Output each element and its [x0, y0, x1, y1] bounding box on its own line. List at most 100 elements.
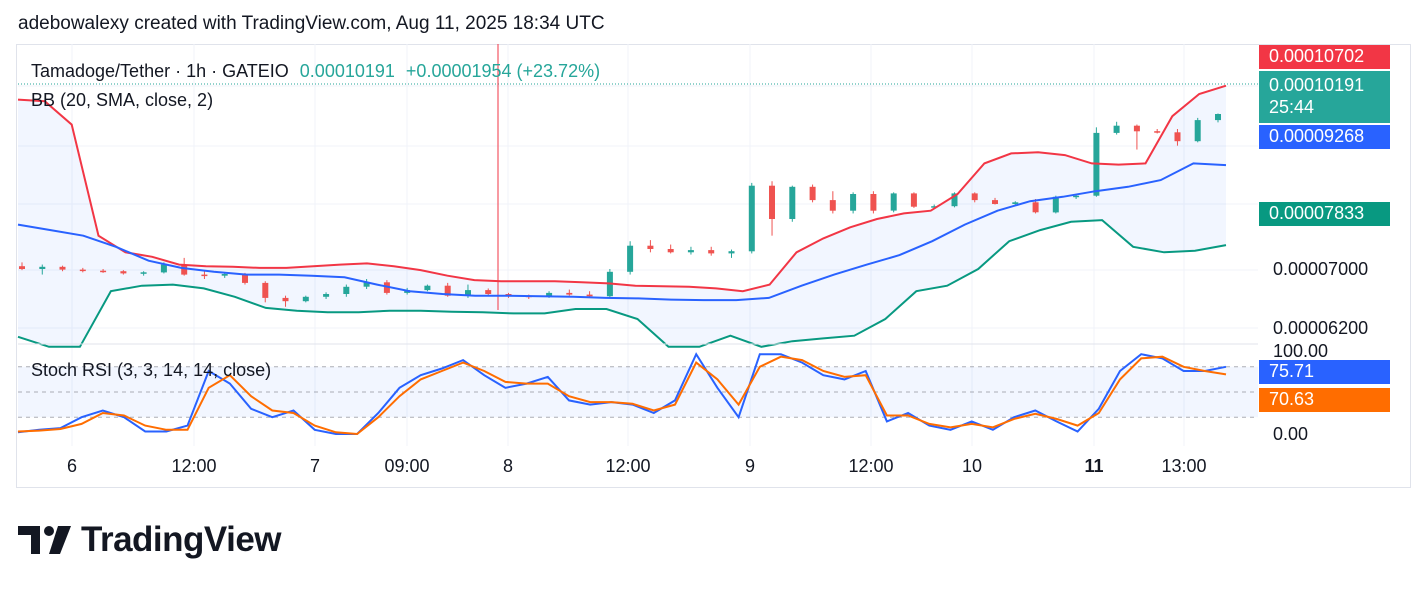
candle-body — [262, 282, 269, 298]
last-price-value: 0.00010191 — [299, 61, 395, 81]
candle-body — [1012, 202, 1019, 204]
time-axis-label: 12:00 — [848, 456, 894, 476]
candle — [181, 257, 188, 276]
bb-upper-line — [17, 84, 1227, 293]
candle — [100, 269, 107, 273]
candle-body — [951, 193, 958, 207]
bb-basis-badge: 0.00009268 — [1259, 125, 1390, 149]
candle-body — [343, 286, 350, 294]
price-change-value: +0.00001954 (+23.72%) — [405, 61, 601, 81]
candle-body — [789, 186, 796, 219]
candle-body — [687, 250, 694, 253]
candle — [363, 279, 370, 289]
candle — [789, 185, 796, 222]
candle — [140, 271, 147, 276]
candle — [262, 281, 269, 303]
candle-body — [59, 266, 66, 270]
candle — [809, 184, 816, 203]
candle — [343, 284, 350, 297]
candle — [39, 264, 46, 275]
candle — [1194, 117, 1201, 143]
candle — [1093, 127, 1100, 197]
time-axis-label: 9 — [744, 456, 756, 476]
bb-upper-badge: 0.00010702 — [1259, 45, 1390, 69]
candle — [627, 241, 634, 275]
time-axis-label: 7 — [309, 456, 321, 476]
candle — [728, 249, 735, 258]
candle-body — [769, 185, 775, 219]
candle — [59, 265, 66, 272]
candle — [1133, 124, 1140, 150]
candle-body — [870, 194, 877, 211]
candle-body — [100, 270, 107, 273]
candle-body — [465, 290, 471, 296]
candle — [586, 291, 593, 297]
time-axis-label: 09:00 — [384, 456, 430, 476]
stoch-legend[interactable]: Stoch RSI (3, 3, 14, 14, close) — [31, 360, 272, 380]
candle — [647, 240, 654, 253]
symbol-legend[interactable]: Tamadoge/Tether · 1h · GATEIO 0.00010191… — [31, 61, 600, 82]
candle-body — [140, 272, 147, 274]
bb-lower-line — [17, 219, 1227, 348]
time-axis-label: 8 — [502, 456, 514, 476]
candle-body — [627, 245, 634, 272]
time-axis-label: 12:00 — [171, 456, 217, 476]
candle — [79, 267, 86, 273]
price-axis-tick: 0.00007000 — [1273, 259, 1369, 279]
candle-body — [1215, 114, 1221, 121]
candle — [282, 295, 289, 307]
last-price-badge: 0.00010191 25:44 — [1259, 71, 1390, 123]
tradingview-brand[interactable]: TradingView — [18, 520, 282, 560]
candle — [890, 192, 897, 213]
candle — [424, 284, 431, 292]
tradingview-logo-icon — [18, 526, 71, 554]
candle-body — [667, 249, 674, 253]
candle-body — [181, 264, 188, 275]
candle-body — [1113, 125, 1120, 133]
candle-body — [1194, 120, 1201, 142]
candle — [1174, 129, 1181, 146]
candle-body — [1154, 131, 1161, 133]
bb-band-fill — [18, 85, 1226, 347]
candle-body — [566, 292, 573, 295]
bb-lower-badge: 0.00007833 — [1259, 202, 1390, 226]
candle — [1012, 201, 1019, 206]
bb-legend[interactable]: BB (20, SMA, close, 2) — [31, 90, 214, 110]
candle-body — [647, 245, 654, 249]
candle-body — [19, 266, 25, 269]
candle — [566, 289, 573, 296]
stoch-axis-bottom: 0.00 — [1273, 424, 1309, 444]
stoch-band — [18, 366, 1258, 418]
chart-frame[interactable] — [16, 44, 1411, 488]
candle-body — [424, 285, 431, 291]
stoch-k-badge: 75.71 — [1259, 360, 1390, 384]
candle — [120, 270, 127, 275]
grid — [18, 44, 1258, 446]
candle — [870, 191, 877, 214]
bb-basis-line — [17, 162, 1227, 302]
time-axis-label: 10 — [961, 456, 983, 476]
stoch-d-line — [17, 355, 1227, 436]
candle-body — [708, 250, 715, 254]
candle-body — [829, 200, 836, 211]
candle-body — [728, 251, 735, 254]
time-axis-label: 13:00 — [1161, 456, 1207, 476]
countdown-timer: 25:44 — [1269, 97, 1315, 117]
candle — [910, 192, 917, 208]
candle — [1113, 121, 1120, 135]
candle-body — [221, 274, 228, 276]
time-axis-label: 11 — [1084, 456, 1104, 476]
price-axis-tick: 0.00006200 — [1273, 318, 1369, 338]
candle — [19, 262, 25, 271]
time-axis-label: 12:00 — [605, 456, 651, 476]
candle-body — [809, 186, 816, 201]
candle-body — [931, 206, 938, 208]
candle — [1215, 113, 1221, 123]
last-price-badge-value: 0.00010191 — [1269, 75, 1365, 95]
candle-body — [546, 292, 553, 297]
candle — [748, 182, 755, 254]
candle-body — [363, 282, 370, 287]
candle-body — [323, 294, 330, 297]
candle — [708, 246, 715, 256]
